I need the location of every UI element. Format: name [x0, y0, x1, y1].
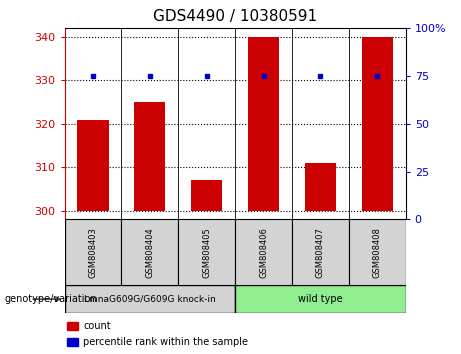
Bar — [191, 181, 222, 211]
Bar — [65, 219, 121, 285]
Text: GSM808405: GSM808405 — [202, 227, 211, 278]
Title: GDS4490 / 10380591: GDS4490 / 10380591 — [153, 9, 317, 24]
Text: GSM808404: GSM808404 — [145, 227, 154, 278]
Text: GSM808407: GSM808407 — [316, 227, 325, 278]
Bar — [349, 219, 406, 285]
Bar — [235, 219, 292, 285]
Text: GSM808408: GSM808408 — [373, 227, 382, 278]
Bar — [67, 338, 78, 346]
Bar — [77, 120, 109, 211]
Text: GSM808406: GSM808406 — [259, 227, 268, 278]
Bar — [292, 219, 349, 285]
Bar — [178, 219, 235, 285]
Bar — [235, 285, 406, 313]
Text: GSM808403: GSM808403 — [89, 227, 97, 278]
Bar — [248, 37, 279, 211]
Text: wild type: wild type — [298, 294, 343, 304]
Bar — [65, 285, 235, 313]
Text: LmnaG609G/G609G knock-in: LmnaG609G/G609G knock-in — [84, 295, 216, 304]
Bar — [305, 163, 336, 211]
Bar — [67, 322, 78, 330]
Bar — [361, 37, 393, 211]
Text: genotype/variation: genotype/variation — [5, 294, 97, 304]
Text: count: count — [83, 321, 111, 331]
Bar — [121, 219, 178, 285]
Text: percentile rank within the sample: percentile rank within the sample — [83, 337, 248, 347]
Bar — [134, 102, 165, 211]
